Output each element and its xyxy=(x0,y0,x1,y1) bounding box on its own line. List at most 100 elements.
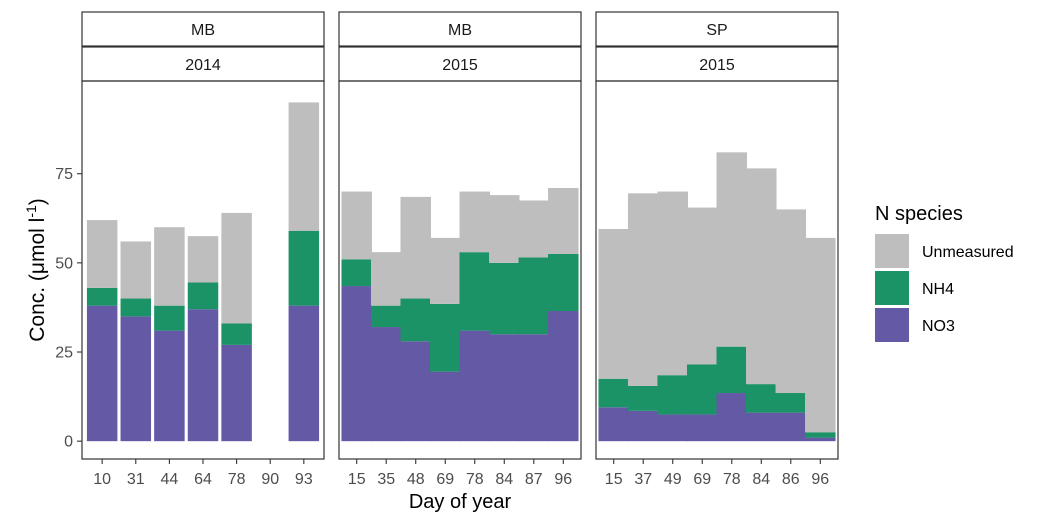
bar-segment-no3-day-37 xyxy=(627,410,659,442)
bar-segment-no3-day-84 xyxy=(746,412,777,442)
bar-segment-no3-day-69 xyxy=(429,371,461,442)
bar-segment-unmeasured-day-31 xyxy=(120,241,152,299)
bar-segment-nh4-day-10 xyxy=(86,287,118,306)
strip-site-box xyxy=(595,11,839,47)
bar-segment-no3-day-96 xyxy=(805,437,836,442)
y-axis-title-main: Conc. (μmol l xyxy=(26,218,49,342)
bar-segment-nh4-day-84 xyxy=(489,262,520,335)
bars xyxy=(86,102,320,442)
bar-segment-nh4-day-86 xyxy=(775,393,807,413)
bar-segment-no3-day-78 xyxy=(221,344,252,442)
bar-segment-nh4-day-96 xyxy=(548,253,579,312)
bars xyxy=(341,187,579,442)
panels-layer: MB 2014 10 31 44 64 78 90 93 0 25 50 75 MB 2015 15 35 48 6… xyxy=(55,11,839,488)
strip-year-box xyxy=(338,46,582,82)
strip-site-label: MB xyxy=(191,22,215,39)
y-tick-label: 75 xyxy=(55,166,73,183)
bar-segment-nh4-day-48 xyxy=(400,298,431,342)
panel-sp-2015: SP 2015 15 37 49 69 78 84 86 96 xyxy=(595,11,839,488)
y-tick-label: 50 xyxy=(55,255,73,272)
x-tick-label: 69 xyxy=(436,471,454,488)
bar-segment-nh4-day-78 xyxy=(716,346,748,394)
bar-segment-unmeasured-day-96 xyxy=(805,237,836,433)
strip-site-label: SP xyxy=(706,22,727,39)
y-axis-title-superscript: -1 xyxy=(23,205,39,218)
bars xyxy=(598,152,836,442)
bar-segment-unmeasured-day-78 xyxy=(459,191,491,253)
bar-segment-unmeasured-day-78 xyxy=(716,152,748,347)
x-tick-label: 37 xyxy=(634,471,652,488)
bar-segment-nh4-day-64 xyxy=(187,282,219,310)
strip-year-label: 2015 xyxy=(699,57,735,74)
legend-item-nh4: NH4 xyxy=(875,271,954,305)
bar-segment-nh4-day-93 xyxy=(288,230,320,306)
bar-segment-no3-day-84 xyxy=(489,334,520,442)
bar-segment-nh4-day-69 xyxy=(429,303,461,372)
legend-swatch-unmeasured xyxy=(875,234,909,268)
x-tick-label: 15 xyxy=(605,471,623,488)
bar-segment-no3-day-31 xyxy=(120,316,152,442)
strip-year-label: 2014 xyxy=(185,57,221,74)
x-tick-label: 35 xyxy=(377,471,395,488)
legend-title: N species xyxy=(875,203,963,225)
bar-segment-unmeasured-day-35 xyxy=(370,252,402,306)
bar-segment-unmeasured-day-37 xyxy=(627,193,659,386)
x-tick-label: 10 xyxy=(93,471,111,488)
bar-segment-unmeasured-day-86 xyxy=(775,209,807,394)
bar-segment-unmeasured-day-69 xyxy=(686,207,718,365)
legend-label-no3: NO3 xyxy=(922,318,955,335)
bar-segment-nh4-day-69 xyxy=(686,364,718,415)
strip-site-box xyxy=(81,11,325,47)
bar-segment-unmeasured-day-78 xyxy=(221,212,252,324)
bar-segment-no3-day-15 xyxy=(598,407,629,442)
bar-segment-no3-day-93 xyxy=(288,305,320,442)
strip-year-box xyxy=(81,46,325,82)
bar-segment-no3-day-86 xyxy=(775,412,807,442)
x-tick-label: 48 xyxy=(407,471,425,488)
bar-segment-unmeasured-day-15 xyxy=(598,228,629,379)
x-tick-label: 96 xyxy=(811,471,829,488)
bar-segment-no3-day-96 xyxy=(548,311,579,442)
strip-year-box xyxy=(595,46,839,82)
bar-segment-no3-day-15 xyxy=(341,286,372,442)
x-tick-label: 15 xyxy=(348,471,366,488)
x-tick-label: 64 xyxy=(194,471,212,488)
legend-swatch-no3 xyxy=(875,308,909,342)
bar-segment-unmeasured-day-44 xyxy=(154,227,185,306)
bar-segment-no3-day-69 xyxy=(686,414,718,442)
bar-segment-unmeasured-day-10 xyxy=(86,220,118,288)
y-tick-label: 0 xyxy=(64,434,73,451)
bar-segment-nh4-day-15 xyxy=(598,378,629,408)
bar-segment-nh4-day-49 xyxy=(657,375,688,415)
bar-segment-unmeasured-day-93 xyxy=(288,102,320,231)
x-tick-label: 86 xyxy=(782,471,800,488)
bar-segment-unmeasured-day-84 xyxy=(746,168,777,385)
panel-border xyxy=(595,80,839,460)
x-tick-label: 90 xyxy=(261,471,279,488)
bar-segment-unmeasured-day-64 xyxy=(187,236,219,283)
bar-segment-no3-day-78 xyxy=(716,393,748,442)
x-tick-label: 84 xyxy=(495,471,513,488)
legend-item-no3: NO3 xyxy=(875,308,955,342)
legend-label-nh4: NH4 xyxy=(922,281,954,298)
legend-item-unmeasured: Unmeasured xyxy=(875,234,1014,268)
strip-year-label: 2015 xyxy=(442,57,478,74)
bar-segment-no3-day-10 xyxy=(86,305,118,442)
bar-segment-nh4-day-35 xyxy=(370,305,402,328)
bar-segment-nh4-day-84 xyxy=(746,384,777,413)
bar-segment-unmeasured-day-48 xyxy=(400,196,431,299)
y-axis-title-close: ) xyxy=(26,198,49,205)
bar-segment-no3-day-44 xyxy=(154,330,185,442)
x-axis-title: Day of year xyxy=(409,491,512,513)
bar-segment-unmeasured-day-69 xyxy=(429,237,461,304)
x-tick-label: 78 xyxy=(466,471,484,488)
bar-segment-nh4-day-31 xyxy=(120,298,152,317)
bar-segment-no3-day-87 xyxy=(518,334,550,442)
bar-segment-no3-day-49 xyxy=(657,414,688,442)
bar-segment-unmeasured-day-84 xyxy=(489,195,520,263)
panel-border xyxy=(81,80,325,460)
bar-segment-unmeasured-day-96 xyxy=(548,187,579,254)
bar-segment-nh4-day-78 xyxy=(459,252,491,331)
